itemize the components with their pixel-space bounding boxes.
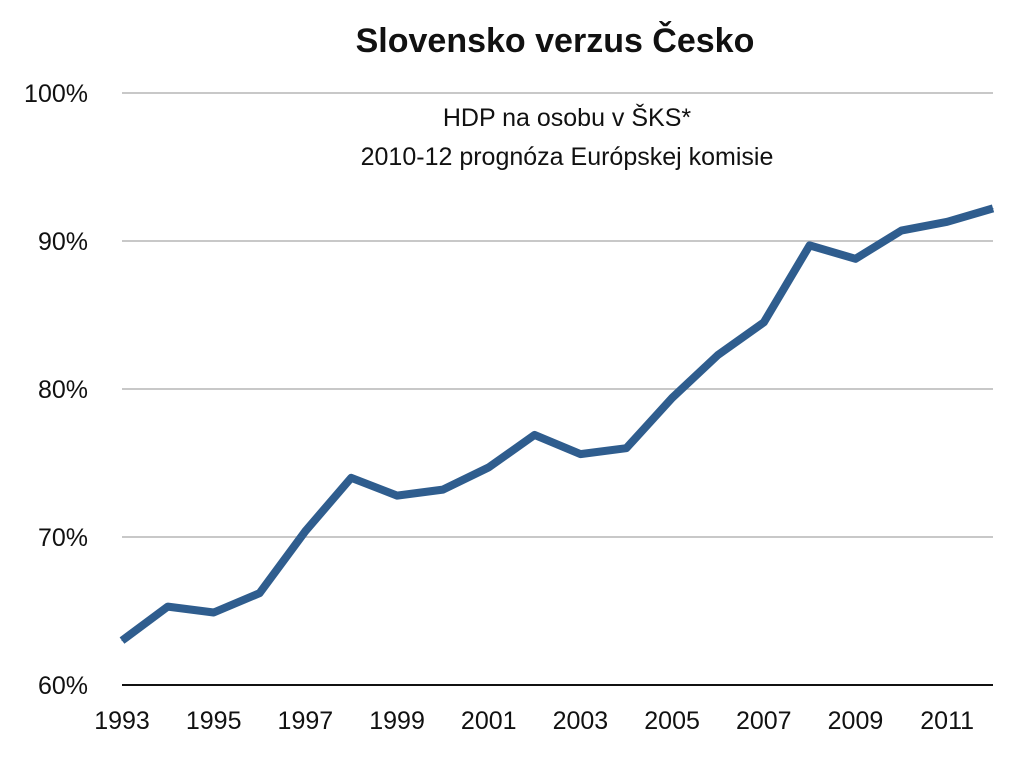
x-tick-label: 2009 (828, 707, 884, 735)
data-point (213, 611, 215, 613)
data-point (579, 453, 581, 455)
x-axis-ticks: 1993 1995 1997 1999 2001 2003 2005 2007 2009 2011 (94, 707, 974, 735)
x-tick-label: 1999 (369, 707, 425, 735)
y-tick-label: 80% (38, 376, 88, 404)
data-point (854, 258, 856, 260)
y-tick-label: 100% (24, 80, 88, 108)
data-point (167, 606, 169, 608)
data-point (763, 321, 765, 323)
data-point (396, 495, 398, 497)
data-point (121, 640, 123, 642)
y-tick-label: 70% (38, 524, 88, 552)
x-tick-label: 2001 (461, 707, 517, 735)
series-line-0 (119, 204, 995, 644)
y-tick-label: 60% (38, 672, 88, 700)
data-point (625, 447, 627, 449)
data-point (671, 397, 673, 399)
data-point (259, 592, 261, 594)
series-layer (119, 204, 995, 644)
chart-subtitle-line-2: 2010-12 prognóza Európskej komisie (361, 143, 774, 171)
data-point (442, 489, 444, 491)
x-tick-label: 1997 (278, 707, 334, 735)
data-point (350, 477, 352, 479)
y-axis-ticks: 60% 70% 80% 90% 100% (24, 80, 88, 700)
x-tick-label: 2011 (920, 707, 974, 735)
data-point (534, 434, 536, 436)
data-point (488, 466, 490, 468)
data-point (946, 221, 948, 223)
data-point (809, 244, 811, 246)
y-tick-label: 90% (38, 228, 88, 256)
x-tick-label: 1995 (186, 707, 242, 735)
x-tick-label: 1993 (94, 707, 150, 735)
data-point (992, 207, 994, 209)
data-point (717, 354, 719, 356)
chart-title: Slovensko verzus Česko (356, 21, 755, 60)
x-tick-label: 2003 (553, 707, 609, 735)
gridlines (122, 92, 993, 538)
data-point (304, 530, 306, 532)
x-tick-label: 2007 (736, 707, 792, 735)
x-tick-label: 2005 (644, 707, 700, 735)
chart-subtitle-line-1: HDP na osobu v ŠKS* (443, 103, 692, 132)
data-point (900, 230, 902, 232)
